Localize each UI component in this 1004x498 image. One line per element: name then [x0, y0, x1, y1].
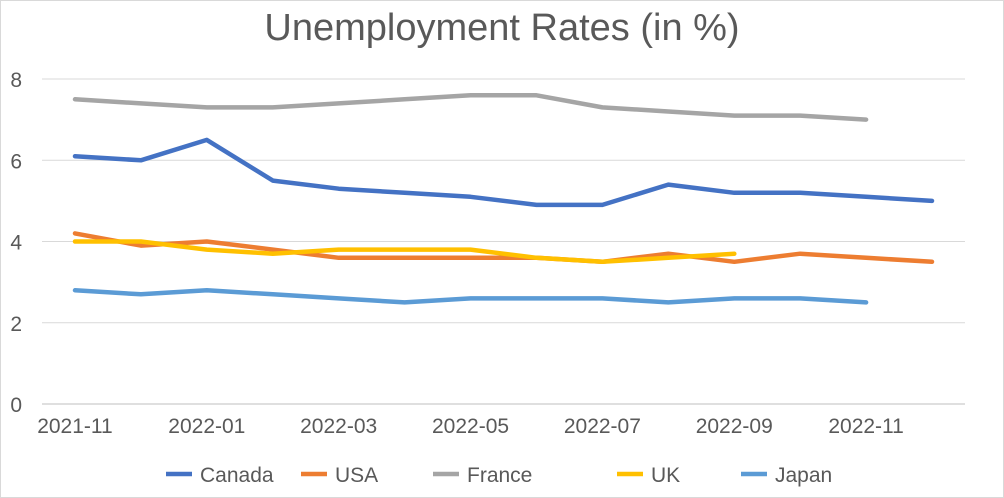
- series-line-canada: [72, 137, 935, 208]
- series-line-france: [72, 93, 869, 122]
- x-tick-label: 2022-09: [696, 415, 773, 438]
- series-line-japan: [72, 288, 869, 305]
- y-tick-label: 0: [10, 394, 22, 417]
- y-tick-label: 6: [10, 150, 22, 173]
- legend-label-japan: Japan: [775, 464, 832, 487]
- x-tick-label: 2022-03: [300, 415, 377, 438]
- y-tick-label: 8: [10, 69, 22, 92]
- x-tick-label: 2021-11: [37, 415, 113, 438]
- legend-label-canada: Canada: [200, 464, 274, 487]
- x-tick-label: 2022-11: [828, 415, 904, 438]
- series-line-usa: [72, 231, 935, 265]
- y-axis-ticks: 0 2 4 6 8: [10, 69, 22, 417]
- x-tick-label: 2022-07: [564, 415, 641, 438]
- legend-label-uk: UK: [651, 464, 680, 487]
- chart-title: Unemployment Rates (in %): [264, 7, 740, 49]
- legend: Canada USA France UK Japan: [166, 464, 832, 487]
- x-axis-ticks: 2021-11 2022-01 2022-03 2022-05 2022-07 2022-…: [37, 415, 904, 438]
- x-tick-label: 2022-05: [432, 415, 509, 438]
- legend-label-usa: USA: [335, 464, 378, 487]
- series-line-uk: [72, 239, 737, 265]
- y-tick-label: 2: [10, 313, 22, 336]
- x-tick-label: 2022-01: [168, 415, 245, 438]
- legend-label-france: France: [467, 464, 532, 487]
- y-tick-label: 4: [10, 232, 22, 255]
- series-lines: [72, 93, 935, 305]
